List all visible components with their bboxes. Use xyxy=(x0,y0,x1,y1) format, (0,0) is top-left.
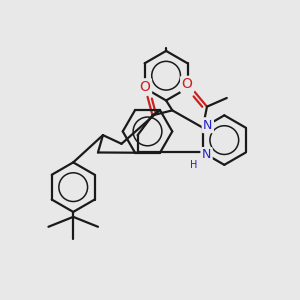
Text: O: O xyxy=(140,80,151,94)
Text: H: H xyxy=(190,160,198,170)
Text: N: N xyxy=(203,119,212,132)
Text: O: O xyxy=(182,77,193,92)
Text: N: N xyxy=(202,148,211,161)
